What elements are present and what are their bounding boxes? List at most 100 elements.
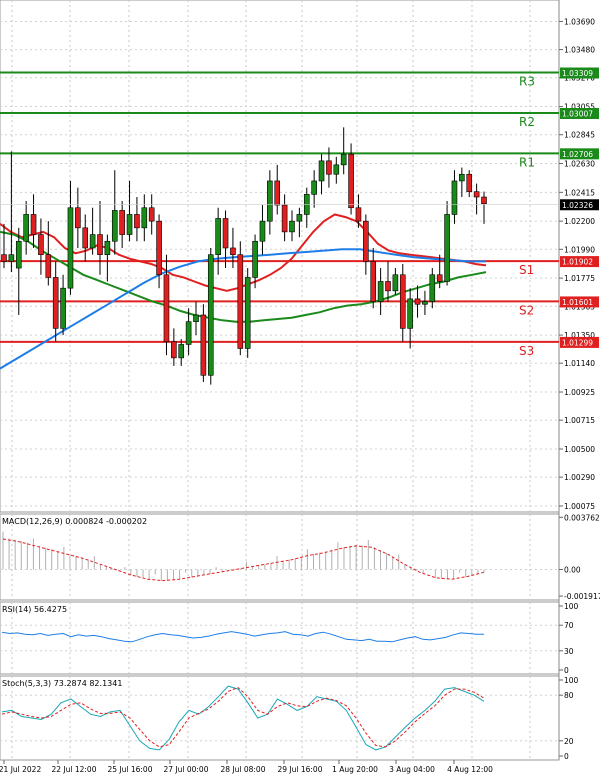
candle-body — [126, 214, 133, 235]
price-tick-label: 1.03480 — [564, 46, 595, 55]
candle-body — [281, 204, 288, 233]
panel-frame — [0, 601, 560, 675]
candle-body — [222, 218, 229, 249]
stoch-k-line — [1, 685, 485, 751]
candle-body — [414, 298, 421, 305]
level-value-r3: 1.03309 — [562, 69, 593, 78]
level-name-s3: S3 — [519, 344, 534, 358]
macd-tick-label: 0.003762 — [564, 513, 600, 522]
price-tick-label: 1.01140 — [564, 359, 595, 368]
level-value-s2: 1.01601 — [562, 298, 593, 307]
candle-body — [444, 214, 450, 282]
rsi-tick-label: 0 — [564, 666, 569, 675]
price-tick-label: 1.02630 — [564, 160, 595, 169]
time-tick-label: 1 Aug 20:00 — [332, 765, 378, 774]
candle-body — [111, 210, 118, 242]
price-tick-label: 1.02845 — [564, 131, 595, 140]
time-tick-label: 25 Jul 16:00 — [108, 765, 153, 774]
candle-body — [296, 214, 303, 222]
macd-tick-label: -0.001917 — [564, 592, 600, 601]
candle-body — [244, 277, 251, 349]
current-price-label: 1.02326 — [562, 201, 593, 210]
candle-body — [215, 218, 221, 255]
candle-body — [318, 160, 325, 182]
candle-body — [274, 180, 281, 206]
price-tick-label: 1.00290 — [564, 473, 595, 482]
rsi-label: RSI(14) 56.4275 — [2, 605, 68, 614]
time-tick-label: 27 Jul 00:00 — [164, 765, 209, 774]
price-tick-label: 1.00715 — [564, 416, 595, 425]
candle-body — [370, 261, 377, 302]
stoch-tick-label: 20 — [564, 737, 574, 746]
candle-body — [385, 281, 391, 292]
level-tag — [560, 148, 599, 160]
candle-body — [141, 207, 148, 229]
candle-body — [340, 153, 347, 166]
stoch-tick-label: 0 — [564, 752, 569, 761]
candle-body — [23, 214, 29, 242]
time-tick-label: 29 Jul 16:00 — [278, 765, 323, 774]
candle-body — [392, 274, 399, 292]
level-value-r1: 1.02706 — [562, 150, 593, 159]
time-tick-label: 28 Jul 08:00 — [221, 765, 266, 774]
rsi-line — [1, 631, 484, 643]
candle-body — [311, 180, 317, 195]
candle-body — [119, 210, 125, 235]
macd-signal-line — [2, 538, 485, 582]
stoch-tick-label: 80 — [564, 691, 574, 700]
stoch-d-line — [1, 687, 485, 748]
rsi-tick-label: 30 — [564, 647, 574, 656]
candle-body — [82, 227, 89, 249]
candle-body — [52, 277, 59, 329]
candle-body — [473, 191, 480, 198]
candle-body — [459, 173, 465, 182]
level-name-s2: S2 — [519, 303, 534, 317]
candle-body — [193, 314, 199, 322]
candle-body — [207, 254, 214, 376]
panel-frame — [0, 0, 560, 513]
time-tick-label: 21 Jul 2022 — [0, 765, 41, 774]
candle-body — [89, 234, 96, 249]
candle-body — [333, 164, 340, 175]
candle-body — [466, 173, 473, 192]
price-tick-label: 1.00500 — [564, 445, 595, 454]
level-name-r3: R3 — [519, 75, 535, 89]
candle-body — [237, 254, 244, 349]
candle-body — [363, 220, 369, 262]
candle-body — [1, 254, 7, 262]
current-price-tag — [560, 199, 599, 211]
candle-body — [104, 240, 111, 255]
candle-body — [163, 274, 170, 343]
candle-body — [97, 234, 103, 255]
price-tick-label: 1.02200 — [564, 217, 595, 226]
candle-body — [134, 214, 140, 229]
stoch-label: Stoch(5,3,3) 73.2874 82.1341 — [2, 679, 123, 688]
level-tag — [560, 67, 599, 79]
time-tick-label: 4 Aug 12:00 — [447, 765, 493, 774]
candle-body — [289, 220, 295, 233]
candle-body — [407, 298, 413, 329]
level-value-s3: 1.01299 — [562, 338, 593, 347]
price-tick-label: 1.03690 — [564, 17, 595, 26]
price-tick-label: 1.01350 — [564, 331, 595, 340]
level-name-s1: S1 — [519, 263, 534, 277]
candle-body — [178, 344, 185, 359]
candle-body — [148, 207, 155, 222]
macd-tick-label: 0.00 — [564, 565, 581, 574]
level-value-s1: 1.01902 — [562, 258, 593, 267]
candle-body — [230, 247, 236, 255]
candle-body — [348, 153, 354, 209]
level-tag — [560, 256, 599, 268]
price-tick-label: 1.01775 — [564, 274, 595, 283]
candle-body — [399, 274, 406, 329]
candle-body — [429, 274, 436, 302]
candle-body — [326, 160, 332, 175]
rsi-tick-label: 70 — [564, 621, 574, 630]
candle-body — [171, 341, 177, 359]
candle-body — [38, 234, 44, 255]
candle-body — [451, 180, 458, 215]
price-tick-label: 1.03055 — [564, 103, 595, 112]
candle-body — [422, 301, 428, 305]
panel-frame — [0, 675, 560, 761]
